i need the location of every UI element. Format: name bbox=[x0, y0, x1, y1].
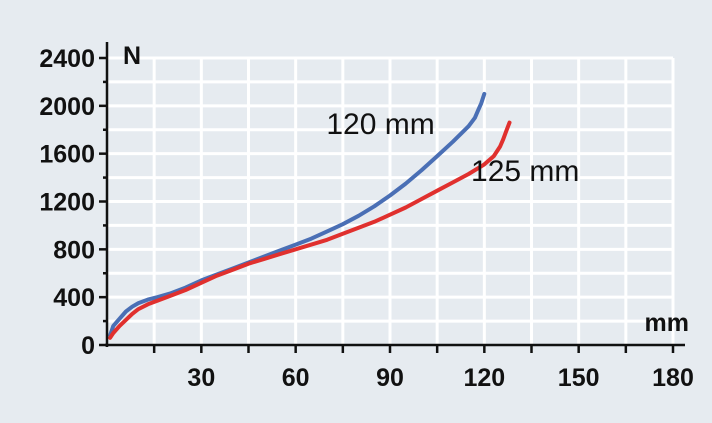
y-axis-unit-label: N bbox=[123, 42, 141, 70]
y-tick-label: 2000 bbox=[39, 93, 95, 121]
x-tick-label: 180 bbox=[652, 364, 694, 392]
labels: N mm 0 400 800 1200 1600 2000 2400 30 60 90 120 150… bbox=[39, 42, 693, 392]
series-label-2: 125 mm bbox=[471, 155, 579, 188]
y-tick-label: 400 bbox=[53, 284, 95, 312]
series-label-1: 120 mm bbox=[326, 108, 434, 141]
y-tick-label: 1600 bbox=[39, 141, 95, 169]
grid bbox=[107, 56, 675, 345]
series-layer bbox=[108, 91, 512, 340]
x-axis-unit-label: mm bbox=[645, 309, 689, 337]
y-tick-label: 0 bbox=[81, 332, 95, 360]
x-tick-label: 90 bbox=[376, 364, 404, 392]
series-line-2 bbox=[108, 120, 512, 340]
x-tick-label: 60 bbox=[282, 364, 310, 392]
series-line-1 bbox=[108, 91, 487, 338]
y-tick-label: 2400 bbox=[39, 45, 95, 73]
axes bbox=[99, 42, 685, 353]
y-tick-label: 800 bbox=[53, 236, 95, 264]
x-tick-label: 120 bbox=[463, 364, 505, 392]
y-tick-label: 1200 bbox=[39, 189, 95, 217]
x-tick-label: 150 bbox=[558, 364, 600, 392]
x-tick-label: 30 bbox=[187, 364, 215, 392]
